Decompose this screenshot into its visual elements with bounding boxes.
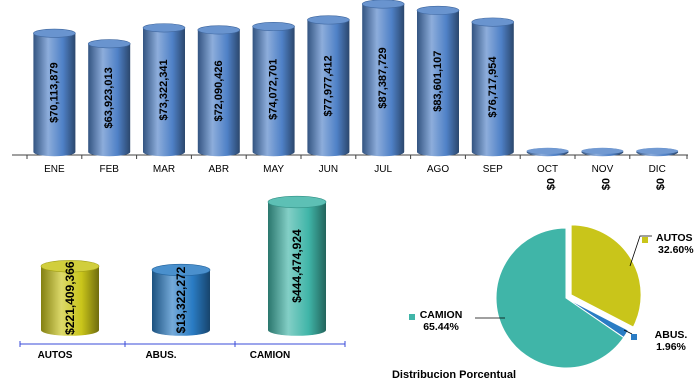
type-data-label: $13,322,272 [174,266,188,333]
type-bar [40,260,100,336]
pie-slice [495,227,625,369]
monthly-data-label: $72,090,426 [213,60,225,121]
monthly-bar-chart: ENE $70,113,879 FEB $63,923,013 MAR $73,322,3… [12,0,688,190]
pie-slice-label: ABUS. [655,329,688,341]
monthly-bar [416,5,460,157]
month-tick-label: AGO [427,164,449,175]
month-tick-label: MAR [153,164,175,175]
monthly-bar [33,28,76,157]
monthly-data-label: $63,923,013 [103,67,115,128]
month-tick-label: NOV [592,164,614,175]
monthly-data-label: $74,072,701 [268,59,280,120]
monthly-data-label: $83,601,107 [432,51,444,112]
type-bar [267,195,327,336]
type-data-label: $444,474,924 [290,229,304,303]
monthly-data-label: $87,387,729 [377,47,389,108]
monthly-bar [526,147,569,157]
monthly-bar [636,147,679,157]
monthly-data-label: $70,113,879 [48,62,60,123]
pie-legend-marker [631,334,637,340]
monthly-data-label: $76,717,954 [487,56,499,118]
month-tick-label: FEB [99,164,119,175]
monthly-data-label: $0 [655,178,667,190]
monthly-bar [361,0,405,157]
month-tick-label: MAY [263,164,284,175]
month-tick-label: JUL [374,164,392,175]
monthly-bar [471,17,515,157]
monthly-bar [87,39,131,157]
pie-leader-line [629,235,652,267]
type-tick-label: AUTOS [38,350,73,361]
month-tick-label: DIC [649,164,666,175]
type-tick-label: ABUS. [145,350,176,361]
type-tick-label: CAMION [250,350,291,361]
pie-slice [570,224,642,328]
month-tick-label: OCT [537,164,558,175]
type-data-label: $221,409,366 [63,261,77,335]
monthly-data-label: $73,322,341 [158,59,170,120]
monthly-bar [142,23,186,157]
monthly-data-label: $77,977,412 [322,55,334,116]
monthly-bar [252,22,295,157]
monthly-bar [581,147,624,157]
pie-legend-marker [409,314,415,320]
monthly-data-label: $0 [546,178,558,190]
pie-slice-label: CAMION [420,309,463,321]
pie-leader-line [623,329,633,335]
pie-title: Distribucion Porcentual [392,369,516,381]
month-tick-label: SEP [483,164,503,175]
month-tick-label: ENE [44,164,65,175]
pie-slice-label: AUTOS [656,232,693,244]
type-bar [151,263,211,336]
monthly-bar [197,25,241,157]
monthly-bar [307,15,350,157]
pie-slice-percent: 65.44% [423,321,459,333]
pie-slice-percent: 32.60% [658,244,694,256]
month-tick-label: JUN [319,164,338,175]
vehicle-type-bar-chart: $221,409,366 AUTOS $13,322,272 ABUS. $444,47… [19,195,346,361]
monthly-data-label: $0 [600,178,612,190]
pie-slice-percent: 1.96% [656,341,686,353]
pie-legend-marker [642,237,648,243]
month-tick-label: ABR [209,164,230,175]
